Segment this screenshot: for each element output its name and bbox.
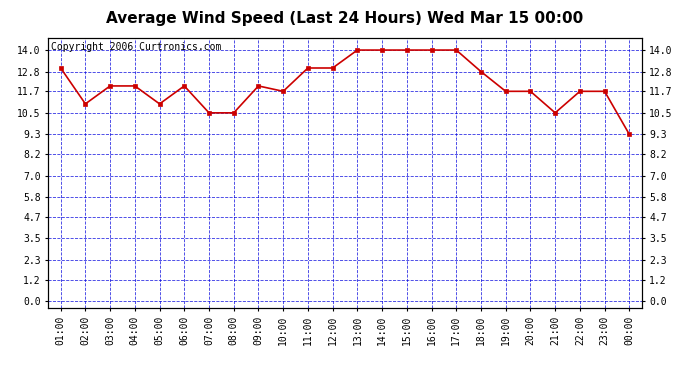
Text: Copyright 2006 Curtronics.com: Copyright 2006 Curtronics.com xyxy=(51,42,221,51)
Text: Average Wind Speed (Last 24 Hours) Wed Mar 15 00:00: Average Wind Speed (Last 24 Hours) Wed M… xyxy=(106,11,584,26)
